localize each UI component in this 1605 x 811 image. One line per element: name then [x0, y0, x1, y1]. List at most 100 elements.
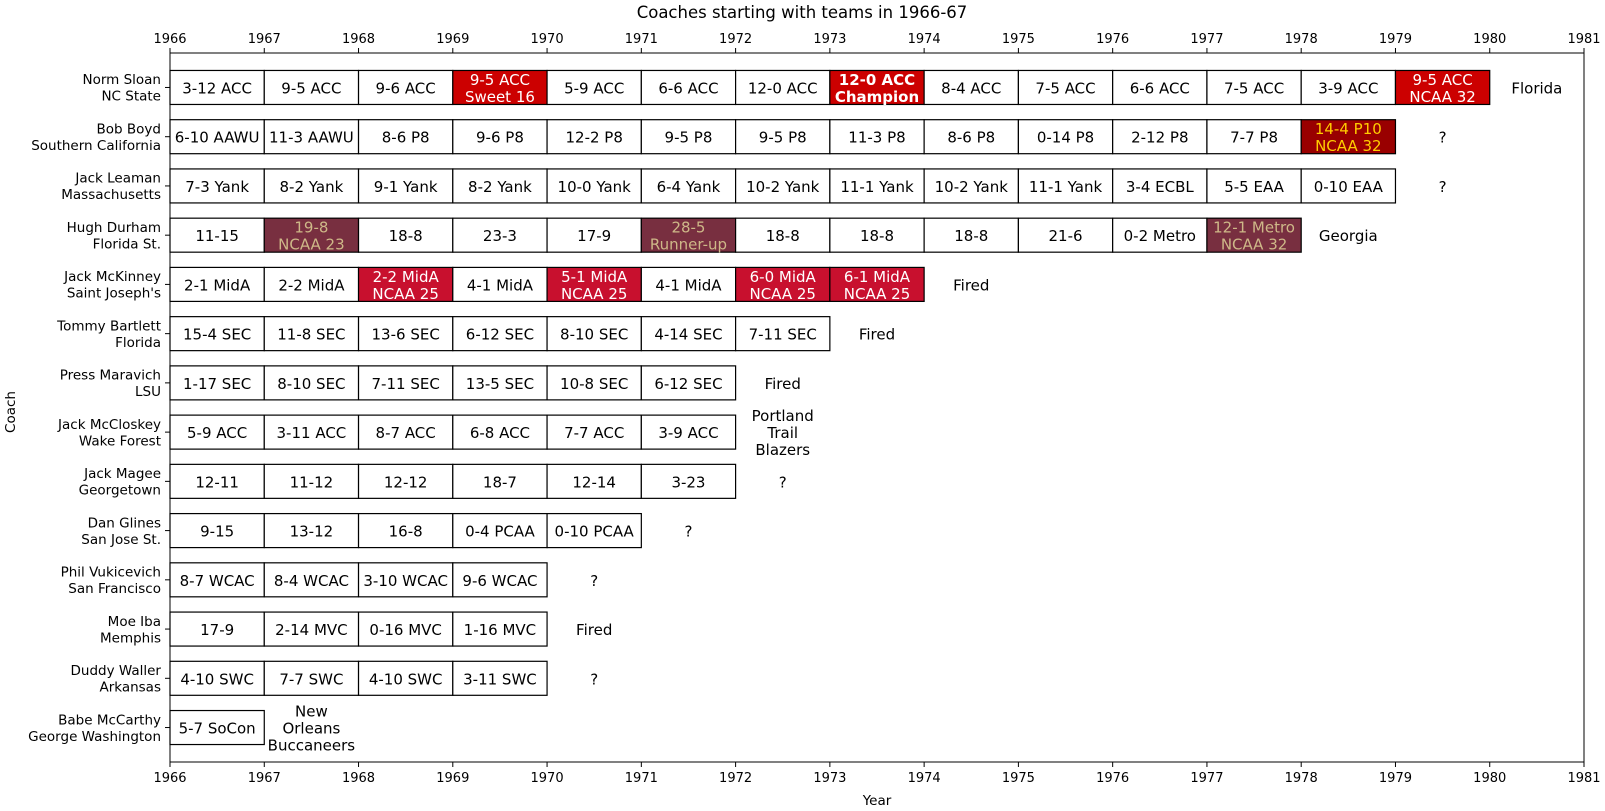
season-cell: [546, 168, 642, 204]
text-line: 15-4 SEC: [183, 326, 251, 344]
season-cell: [546, 512, 642, 549]
season-cell: [263, 119, 360, 155]
bottom-tick-label: 1977: [1190, 771, 1223, 786]
bottom-tick-label: 1972: [719, 771, 752, 786]
text-line: 8-6 P8: [947, 129, 995, 147]
text-line: 17-9: [577, 227, 611, 245]
season-label: 7-7 SWC: [279, 670, 343, 688]
text-line: Memphis: [100, 630, 161, 646]
season-cell: [263, 660, 360, 696]
text-line: NCAA 32: [1315, 137, 1382, 155]
season-label: 12-1 Metro NCAA 32: [1213, 219, 1295, 254]
bottom-tick-label: 1974: [908, 771, 941, 786]
next-destination-label: Fired: [859, 326, 895, 344]
text-line: Florida St.: [93, 236, 161, 252]
season-label: 17-9: [577, 227, 611, 245]
season-label: 18-8: [389, 227, 423, 245]
text-line: 11-3 P8: [848, 129, 905, 147]
season-cell: [452, 168, 548, 204]
text-line: 2-1 MidA: [184, 276, 251, 294]
text-line: 18-8: [860, 227, 894, 245]
season-cell: [169, 217, 265, 253]
season-label: 11-1 Yank: [840, 178, 914, 196]
text-line: ?: [684, 523, 692, 541]
text-line: Trail: [766, 424, 798, 442]
text-line: Jack McCloskey: [57, 417, 161, 433]
season-cell: [1017, 69, 1114, 106]
season-label: 2-12 P8: [1131, 129, 1188, 147]
y-axis-label: Coach: [3, 391, 19, 433]
text-line: 5-9 ACC: [564, 79, 624, 97]
season-label: 2-14 MVC: [275, 621, 348, 639]
season-label: 13-6 SEC: [372, 326, 440, 344]
season-cell: [357, 266, 454, 303]
text-line: Bob Boyd: [97, 121, 161, 137]
season-cell: [263, 611, 360, 647]
text-line: 19-8: [294, 219, 328, 237]
text-line: 5-9 ACC: [187, 424, 247, 442]
season-label: 7-3 Yank: [185, 178, 249, 196]
season-label: 16-8: [389, 523, 423, 541]
coach-label: Press Maravich LSU: [60, 368, 161, 401]
text-line: 10-2 Yank: [935, 178, 1009, 196]
season-cell: [357, 512, 454, 549]
text-line: Norm Sloan: [82, 72, 161, 88]
coach-label: Jack McCloskey Wake Forest: [57, 417, 161, 450]
season-label: 23-3: [483, 227, 517, 245]
text-line: 0-10 EAA: [1314, 178, 1384, 196]
season-cell: [640, 365, 737, 401]
bottom-tick-label: 1980: [1473, 771, 1506, 786]
text-line: Jack McKinney: [63, 269, 161, 285]
text-line: San Jose St.: [81, 532, 161, 548]
text-line: Saint Joseph's: [67, 286, 161, 302]
text-line: 6-0 MidA: [750, 268, 817, 286]
season-cell: [263, 316, 360, 352]
text-line: 23-3: [483, 227, 517, 245]
text-line: 12-12: [384, 473, 428, 491]
text-line: 28-5: [671, 219, 705, 237]
top-axis: 1966 1967 1968 1969 1970 1971 1972 1973 1974 1975…: [153, 32, 1601, 53]
season-cell: [1112, 168, 1208, 204]
season-label: 11-12: [290, 473, 334, 491]
season-label: 4-10 SWC: [369, 670, 443, 688]
y-axis: Norm Sloan NC State Bob Boyd Southern Calif…: [28, 72, 170, 745]
top-tick-label: 1968: [342, 32, 375, 47]
season-cell: [169, 512, 265, 549]
bottom-tick-label: 1970: [531, 771, 564, 786]
coach-label: Babe McCarthy George Washington: [28, 712, 161, 745]
season-label: 4-10 SWC: [180, 670, 254, 688]
text-line: Orleans: [282, 720, 340, 738]
text-line: 0-14 P8: [1037, 129, 1094, 147]
season-cell: [169, 316, 265, 352]
season-label: 18-8: [860, 227, 894, 245]
season-cell: [734, 316, 831, 352]
season-label: 4-14 SEC: [654, 326, 722, 344]
season-label: 5-5 EAA: [1224, 178, 1284, 196]
season-label: 2-2 MidA NCAA 25: [372, 268, 439, 303]
text-line: Georgetown: [79, 483, 161, 499]
text-line: Press Maravich: [60, 368, 161, 384]
bottom-tick-label: 1979: [1379, 771, 1412, 786]
season-label: 28-5 Runner-up: [650, 219, 727, 254]
bottom-axis: 1966 1967 1968 1969 1970 1971 1972 1973 1974 1975…: [153, 762, 1601, 786]
season-label: 12-14: [572, 473, 616, 491]
text-line: Fired: [859, 326, 895, 344]
season-label: 5-1 MidA NCAA 25: [561, 268, 628, 303]
text-line: Runner-up: [650, 236, 727, 254]
text-line: 3-11 ACC: [277, 424, 347, 442]
season-cell: [452, 69, 548, 106]
season-cell: [452, 512, 548, 549]
text-line: 3-9 ACC: [1318, 79, 1378, 97]
text-line: NCAA 32: [1409, 88, 1476, 106]
next-destination-label: New Orleans Buccaneers: [268, 703, 356, 755]
season-label: 8-10 SEC: [277, 375, 345, 393]
season-label: 0-2 Metro: [1124, 227, 1196, 245]
text-line: 12-0 ACC: [748, 79, 818, 97]
text-line: 9-1 Yank: [374, 178, 438, 196]
season-label: 10-2 Yank: [746, 178, 820, 196]
coach-label: Phil Vukicevich San Francisco: [61, 565, 161, 598]
text-line: NCAA 23: [278, 236, 345, 254]
season-cell: [169, 463, 265, 499]
text-line: NCAA 25: [844, 285, 911, 303]
season-cell: [452, 414, 548, 450]
